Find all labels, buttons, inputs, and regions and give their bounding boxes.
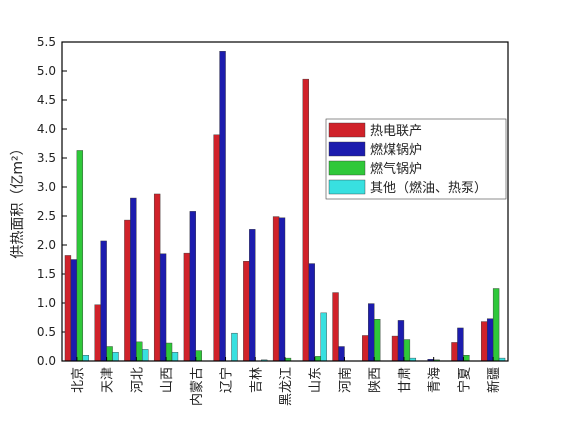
x-tick-label: 山东 — [309, 367, 324, 393]
y-tick-label: 5.0 — [37, 64, 56, 78]
bar — [189, 211, 196, 362]
bar — [278, 217, 286, 362]
bar — [112, 352, 119, 362]
bar — [320, 312, 327, 362]
bar — [142, 349, 149, 362]
bar — [249, 229, 256, 362]
bar — [308, 263, 315, 362]
x-tick-label: 山西 — [160, 367, 175, 393]
bar — [332, 292, 339, 362]
x-tick-label: 河北 — [130, 367, 145, 393]
bar — [82, 355, 89, 362]
y-tick-label: 0.5 — [37, 325, 56, 339]
bar — [481, 321, 488, 362]
y-tick-label: 1.5 — [37, 267, 56, 281]
y-tick-label: 2.0 — [37, 238, 56, 252]
y-tick-label: 4.0 — [37, 122, 56, 136]
bar — [451, 342, 458, 362]
legend-label: 燃煤锅炉 — [370, 142, 422, 158]
bar — [165, 342, 173, 362]
bar — [195, 350, 202, 362]
y-tick-label: 4.5 — [37, 93, 56, 107]
y-tick-label: 1.0 — [37, 296, 56, 310]
legend-label: 燃气锅炉 — [370, 161, 422, 177]
bar — [314, 356, 321, 362]
x-tick-label: 黑龙江 — [279, 367, 294, 406]
y-tick-label: 2.5 — [37, 209, 56, 223]
bar — [457, 327, 464, 362]
bar — [486, 318, 494, 362]
y-tick-label: 5.5 — [37, 35, 56, 49]
legend-label: 其他（燃油、热泵） — [370, 180, 487, 196]
plot-frame — [61, 41, 509, 362]
bar — [231, 332, 238, 362]
legend-swatch — [328, 122, 366, 138]
bar — [397, 320, 405, 362]
x-tick-label: 宁夏 — [456, 367, 472, 393]
bar — [302, 78, 309, 362]
legend-swatch — [328, 141, 366, 157]
bar — [159, 253, 167, 362]
y-tick-label: 3.5 — [37, 151, 56, 165]
bar — [374, 319, 381, 362]
bar — [368, 303, 375, 362]
bar — [272, 216, 280, 362]
x-tick-label: 甘肃 — [398, 367, 413, 393]
bar — [106, 346, 113, 362]
x-tick-label: 天津 — [101, 367, 116, 393]
legend-label: 热电联产 — [370, 124, 422, 139]
bar — [130, 197, 137, 362]
x-tick-label: 河南 — [337, 367, 353, 393]
bar — [362, 335, 369, 362]
bar — [183, 252, 191, 362]
bar — [213, 134, 220, 362]
x-tick-label: 吉林 — [249, 367, 264, 393]
bar — [64, 255, 72, 362]
y-tick-label: 3.0 — [37, 180, 56, 194]
bar — [492, 288, 500, 362]
bar — [171, 352, 179, 362]
bar — [100, 240, 107, 362]
x-tick-label: 北京 — [71, 367, 86, 393]
legend-swatch — [328, 160, 366, 176]
x-tick-label: 内蒙古 — [189, 367, 205, 406]
legend-swatch — [328, 179, 366, 195]
bar — [403, 339, 411, 362]
y-axis-label: 供热面积（亿m²） — [10, 141, 26, 258]
bar — [463, 355, 470, 362]
bar — [70, 259, 78, 362]
bar — [94, 304, 101, 362]
bar — [124, 219, 131, 362]
bar — [219, 51, 226, 362]
bar — [76, 150, 84, 362]
x-tick-label: 辽宁 — [219, 367, 235, 393]
bar — [391, 335, 399, 362]
x-tick-label: 陕西 — [368, 367, 383, 393]
bar — [243, 261, 250, 362]
bar — [338, 346, 345, 362]
y-tick-label: 0.0 — [37, 354, 56, 368]
x-tick-label: 新疆 — [486, 367, 502, 393]
x-tick-label: 青海 — [428, 367, 443, 393]
bar — [153, 193, 161, 362]
bar — [136, 341, 143, 362]
